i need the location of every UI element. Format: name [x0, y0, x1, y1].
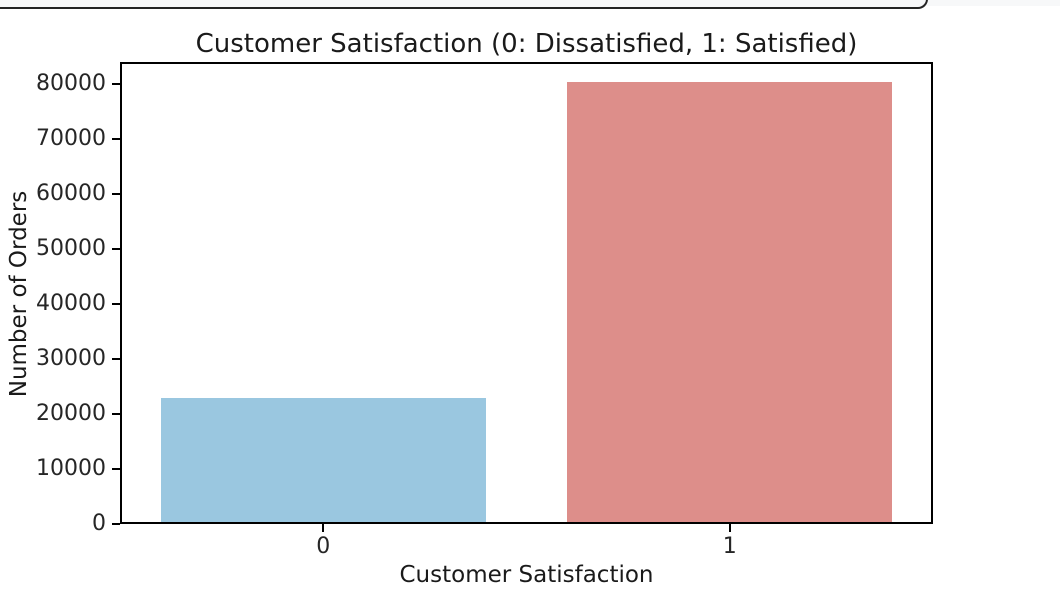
y-tick-label: 10000 [36, 456, 106, 481]
bar-0 [160, 398, 486, 522]
y-tick-mark [112, 468, 120, 470]
y-tick-mark [112, 358, 120, 360]
y-tick-mark [112, 303, 120, 305]
y-tick-label: 40000 [36, 291, 106, 316]
y-tick-label: 80000 [36, 71, 106, 96]
y-tick-mark [112, 523, 120, 525]
y-tick-label: 60000 [36, 181, 106, 206]
y-tick-mark [112, 413, 120, 415]
x-tick-label: 1 [722, 534, 737, 559]
y-tick-mark [112, 83, 120, 85]
y-tick-mark [112, 193, 120, 195]
x-tick-mark [322, 524, 325, 532]
y-tick-label: 50000 [36, 236, 106, 261]
x-axis-label: Customer Satisfaction [399, 562, 654, 588]
y-tick-mark [112, 138, 120, 140]
y-tick-label: 0 [92, 511, 106, 536]
y-tick-mark [112, 248, 120, 250]
plot-inner [122, 64, 931, 522]
y-tick-label: 70000 [36, 126, 106, 151]
x-tick-mark [728, 524, 731, 532]
y-tick-label: 20000 [36, 401, 106, 426]
bar-1 [567, 82, 893, 522]
plot-area [120, 62, 933, 524]
chart-title: Customer Satisfaction (0: Dissatisfied, … [195, 29, 858, 59]
x-tick-label: 0 [316, 534, 331, 559]
y-tick-label: 30000 [36, 346, 106, 371]
